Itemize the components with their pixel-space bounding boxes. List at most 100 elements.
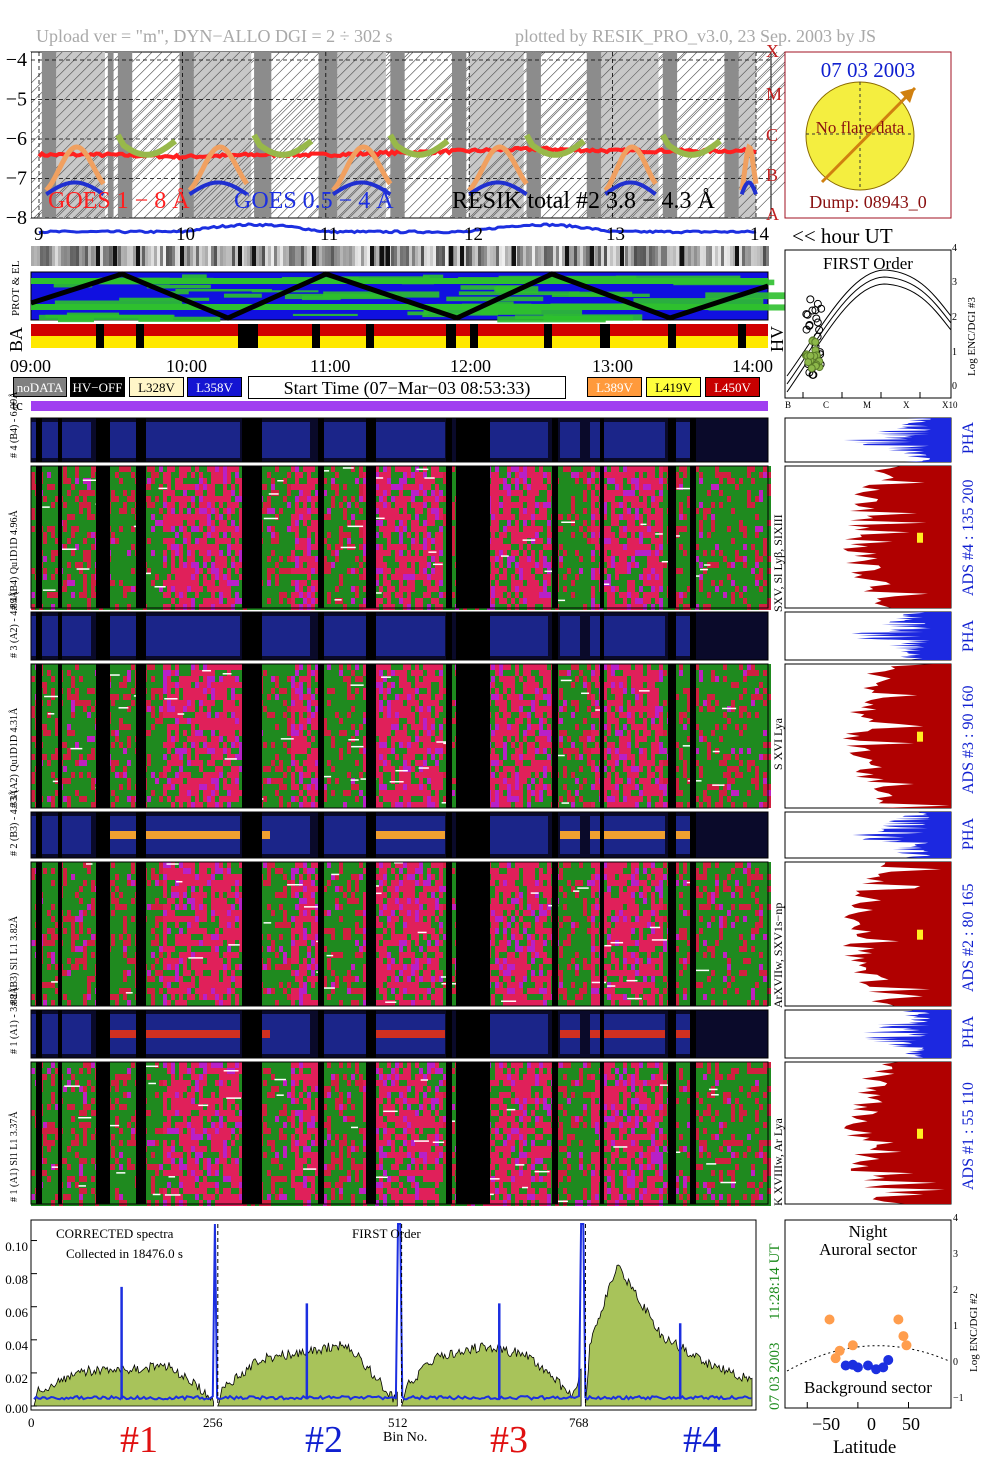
- legend-l328v: L328V: [129, 377, 184, 397]
- goes-grid: [31, 52, 771, 219]
- first-order-title: FIRST Order: [823, 254, 913, 273]
- pha-spectrogram-0: [30, 417, 769, 463]
- spec-y-002: 0.02: [5, 1371, 28, 1386]
- spectrum-annotation-3: FIRST Order: [352, 1226, 421, 1241]
- spectrum-section-4: [584, 1264, 753, 1407]
- orange-excursion-4: [603, 144, 658, 192]
- section-4: #4: [683, 1419, 721, 1461]
- eclipse-band-5: [318, 52, 338, 218]
- goes-light-curve-panel: −4 −5 −6 −7 −8: [0, 49, 916, 235]
- first-order-ylabel: Log ENC/DGI #3: [966, 297, 978, 376]
- main-spectrogram-1: [30, 465, 771, 610]
- first-order-point: [808, 306, 817, 315]
- background-point-6: [883, 1355, 894, 1365]
- header-right: plotted by RESIK_PRO_v3.0, 23 Sep. 2003 …: [515, 26, 877, 46]
- sun-axis-arrow: [820, 86, 917, 184]
- det1-main-label: # 1 (A1) Sl1 L1 3.37Å: [9, 1111, 20, 1202]
- lat-y-2: 2: [953, 1285, 958, 1296]
- eclipse-band-9: [586, 52, 602, 218]
- pha-histogram-6: [784, 1009, 952, 1059]
- latitude-bottom-label: Background sector: [804, 1378, 932, 1397]
- spec-y-000: 0.00: [5, 1401, 28, 1416]
- ads-1-label: ADS #1 : 55 110: [960, 1082, 977, 1190]
- sun-status: No flare data: [815, 118, 905, 137]
- fo-y-2: 2: [952, 312, 957, 323]
- lat-y-4: 4: [953, 1213, 958, 1224]
- ba-gap: [470, 324, 478, 348]
- spectrum-annotation-1: CORRECTED spectra: [56, 1226, 174, 1241]
- status-band: [30, 246, 835, 348]
- ads-histogram-3: [784, 663, 952, 809]
- ba-gap: [544, 324, 552, 348]
- sun-dump: Dump: 08943_0: [809, 192, 927, 212]
- fo-y-0: 0: [952, 381, 957, 392]
- resik-arc-4: [660, 133, 722, 158]
- pha-2-label: PHA: [960, 817, 977, 850]
- spectrum-right-time: 11:28:14 UT: [767, 1243, 783, 1320]
- time-1000: 10:00: [166, 356, 208, 376]
- lat-y-1: 1: [953, 1321, 958, 1332]
- first-order-point-green: [811, 338, 820, 347]
- time-1200: 12:00: [450, 356, 492, 376]
- main-spectrogram-3: [30, 663, 771, 809]
- pha-3-label: PHA: [960, 619, 977, 652]
- spectrum-annotation-2: Collected in 18476.0 s: [66, 1246, 183, 1261]
- hour-10: 10: [176, 224, 195, 245]
- resik-arc-3: [523, 133, 586, 158]
- ba-gap: [446, 324, 456, 348]
- blue-excursion-2: [331, 180, 392, 196]
- ads-marker: [917, 731, 923, 742]
- eclipse-band-1: [107, 52, 114, 218]
- det4-line-label: SXV, Sl Lyβ, SIXIII: [771, 514, 785, 612]
- header-left: Upload ver = "m", DYN−ALLO DGI = 2 ÷ 302…: [36, 26, 393, 46]
- goes-legend-2: GOES 0.5 − 4 Å: [234, 188, 394, 214]
- orange-excursion-1: [187, 144, 249, 193]
- hv-label: HV: [767, 326, 787, 352]
- first-order-point: [802, 325, 811, 334]
- latitude-xlabel: Latitude: [833, 1437, 897, 1458]
- ba-gap: [96, 324, 104, 348]
- ads-histogram-5: [784, 861, 952, 1007]
- blue-excursion-4: [604, 180, 657, 196]
- latitude-ylabel: Log ENC/DGI #2: [968, 1293, 980, 1372]
- hour-axis-label: << hour UT: [792, 224, 893, 248]
- background-point-5: [878, 1362, 889, 1373]
- time-1300: 13:00: [592, 356, 634, 376]
- auroral-point-5: [898, 1331, 909, 1342]
- latitude-frame: [784, 1219, 952, 1409]
- ba-gap: [312, 324, 320, 348]
- first-order-point-green: [807, 364, 816, 373]
- orbit-zigzag: [30, 271, 769, 321]
- eclipse-band-8: [526, 52, 541, 218]
- latitude-title-2: Auroral sector: [819, 1240, 917, 1259]
- first-order-point: [802, 310, 811, 319]
- pha-4-label: PHA: [960, 421, 977, 454]
- hour-12: 12: [464, 224, 483, 245]
- fo-x-c: C: [823, 400, 830, 410]
- spectrum-background-line: [33, 1223, 752, 1401]
- goes-legend-3: RESIK total #2 3.8 − 4.3 Å: [452, 188, 715, 214]
- goes-short-series: [38, 222, 757, 235]
- auroral-point-4: [893, 1314, 904, 1325]
- resik-arc-0: [115, 133, 178, 158]
- ads-panels: [784, 417, 952, 1205]
- class-m: M: [766, 84, 783, 104]
- lat-x-0: 0: [867, 1414, 876, 1434]
- background-point-2: [852, 1362, 863, 1373]
- main-spectrogram-5: [30, 861, 771, 1007]
- orange-excursion-2: [331, 144, 393, 193]
- class-a: A: [766, 204, 779, 224]
- start-time-box: Start Time (07−Mar−03 08:53:33): [248, 376, 566, 399]
- goes-ytick: −4: [6, 49, 27, 71]
- legend-l450v: L450V: [705, 377, 760, 397]
- fo-x-b: B: [785, 400, 792, 410]
- goes-legend-1: GOES 1 − 8 Å: [48, 188, 190, 214]
- det3-line-label: S XVI Lya: [771, 718, 785, 770]
- det2-line-label: ArXVIIw, SXV1s−np: [771, 902, 785, 1008]
- spectrum-panel: [30, 1219, 757, 1411]
- goes-data-lines: [37, 133, 759, 235]
- first-order-point: [806, 295, 815, 304]
- det1-line-label: K XVIIIw, Ar Lya: [771, 1118, 785, 1206]
- pha-histogram-2: [784, 611, 952, 661]
- fo-x-m: M: [863, 400, 872, 410]
